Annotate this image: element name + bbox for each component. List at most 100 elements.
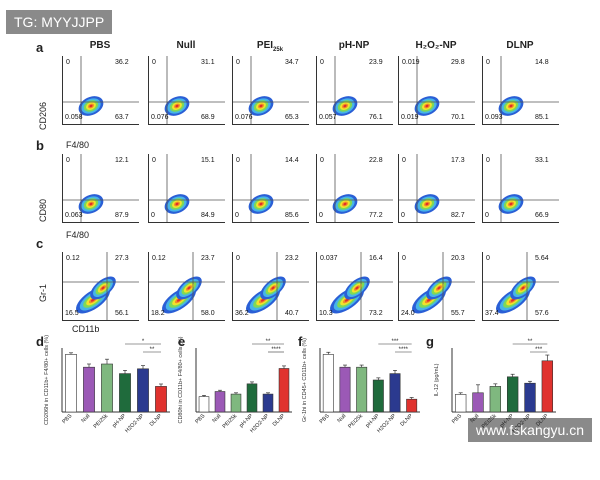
category-tick-label: Null: [211, 413, 222, 424]
flow-plot: 0 15.1 0 84.9: [148, 154, 225, 223]
bar: [406, 398, 418, 413]
column-header: PEI25k: [256, 40, 284, 53]
bar: [198, 396, 210, 413]
quadrant-bottom-right: 56.1: [115, 310, 129, 317]
category-tick-label: H2O2-NP: [249, 413, 270, 434]
quadrant-bottom-right: 55.7: [451, 310, 465, 317]
quadrant-bottom-right: 85.1: [535, 114, 549, 121]
density-contour: [271, 286, 275, 290]
quadrant-bottom-left: 0.058: [65, 114, 83, 121]
quadrant-top-left: 0.12: [66, 255, 80, 262]
chart-y-label: CD80hi in CD11b+ F4/80+ cells (%): [178, 336, 184, 423]
density-contour: [437, 286, 441, 290]
quadrant-top-right: 34.7: [285, 59, 299, 66]
quadrant-top-right: 16.4: [369, 255, 383, 262]
category-tick-label: pH-NP: [365, 413, 381, 429]
flow-plot: 0.12 23.7 18.2 58.0: [148, 252, 225, 321]
bar: [262, 393, 274, 413]
quadrant-bottom-left: 0: [319, 212, 323, 219]
quadrant-bottom-right: 76.1: [369, 114, 383, 121]
category-tick-label: PEI25k: [222, 413, 239, 430]
category-tick-label: PBS: [194, 413, 206, 425]
chart-y-label: Gr-1hi in CD45+ CD11b+ cells (%): [302, 338, 308, 422]
panel-letter-a: a: [36, 40, 44, 55]
density-contour: [343, 202, 347, 206]
bar: [524, 382, 536, 413]
quadrant-top-right: 33.1: [535, 157, 549, 164]
row-a-x-label: F4/80: [66, 140, 90, 150]
quadrant-bottom-right: 87.9: [115, 212, 129, 219]
quadrant-top-right: 5.64: [535, 255, 549, 262]
flow-plot: 0 20.3 24.0 55.7: [398, 252, 475, 321]
bar: [472, 392, 484, 413]
row-c-x-label: CD11b: [72, 324, 100, 334]
density-contour: [259, 202, 263, 206]
category-tick-label: pH-NP: [111, 413, 127, 429]
quadrant-bottom-left: 0.076: [151, 114, 169, 121]
flow-plot-canvas: [317, 56, 393, 124]
quadrant-bottom-left: 0: [151, 212, 155, 219]
flow-plot-canvas: [233, 252, 309, 320]
flow-plot: 0 31.1 0.076 68.9: [148, 56, 225, 125]
significance-label: *: [142, 339, 145, 345]
quadrant-top-right: 22.8: [369, 157, 383, 164]
flow-plot: 0 36.2 0.058 63.7: [62, 56, 139, 125]
density-contour: [521, 286, 525, 290]
quadrant-bottom-right: 66.9: [535, 212, 549, 219]
bar: [119, 373, 131, 413]
bar: [322, 354, 334, 413]
category-tick-label: PBS: [61, 413, 73, 425]
category-tick-label: DLNP: [272, 413, 287, 428]
column-header: Null: [176, 40, 196, 51]
panel-letter-c: c: [36, 236, 44, 251]
flow-plot: 0.12 27.3 16.5 56.1: [62, 252, 139, 321]
flow-plot: 0 34.7 0.076 65.3: [232, 56, 309, 125]
flow-plot-canvas: [149, 56, 225, 124]
quadrant-bottom-right: 58.0: [201, 310, 215, 317]
flow-plot-canvas: [483, 252, 559, 320]
quadrant-top-left: 0: [66, 157, 70, 164]
panel-letter-b: b: [36, 138, 44, 153]
density-contour: [89, 202, 93, 206]
category-tick-label: PEI25k: [93, 413, 110, 430]
quadrant-bottom-left: 36.2: [235, 310, 249, 317]
significance-label: ****: [399, 347, 409, 353]
category-tick-label: PBS: [451, 413, 463, 425]
quadrant-top-right: 36.2: [115, 59, 129, 66]
column-header: pH-NP: [338, 40, 370, 51]
significance-label: **: [150, 347, 155, 353]
column-header: H₂O₂-NP: [415, 40, 457, 51]
quadrant-bottom-right: 82.7: [451, 212, 465, 219]
flow-plot: 0 23.2 36.2 40.7: [232, 252, 309, 321]
row-b-y-label: CD80: [38, 198, 48, 222]
category-tick-label: pH-NP: [238, 413, 254, 429]
quadrant-bottom-left: 0.019: [401, 114, 419, 121]
category-tick-label: PEI25k: [347, 413, 364, 430]
density-contour: [425, 104, 429, 108]
bar: [389, 373, 401, 413]
flow-plot-canvas: [399, 252, 475, 320]
significance-label: **: [266, 339, 271, 345]
flow-plot-canvas: [483, 154, 559, 222]
quadrant-bottom-left: 0: [485, 212, 489, 219]
quadrant-bottom-right: 57.6: [535, 310, 549, 317]
flow-plot: 0 23.9 0.057 76.1: [316, 56, 393, 125]
quadrant-bottom-right: 85.6: [285, 212, 299, 219]
quadrant-top-right: 23.7: [201, 255, 215, 262]
chart-y-label: IL-12 (pg/mL): [434, 363, 440, 396]
quadrant-top-left: 0: [66, 59, 70, 66]
panel-letter-f: f: [298, 334, 303, 349]
quadrant-top-left: 0: [236, 255, 240, 262]
flow-plot-canvas: [233, 56, 309, 124]
flow-plot-canvas: [399, 154, 475, 222]
bar: [278, 368, 290, 413]
quadrant-top-left: 0: [236, 157, 240, 164]
watermark-top: TG: MYYJJPP: [6, 10, 113, 34]
density-contour: [259, 104, 263, 108]
quadrant-top-left: 0: [486, 59, 490, 66]
significance-label: **: [528, 339, 533, 345]
bar: [356, 366, 368, 413]
flow-plot: 0.019 29.8 0.019 70.1: [398, 56, 475, 125]
quadrant-top-right: 23.2: [285, 255, 299, 262]
density-contour: [187, 286, 191, 290]
